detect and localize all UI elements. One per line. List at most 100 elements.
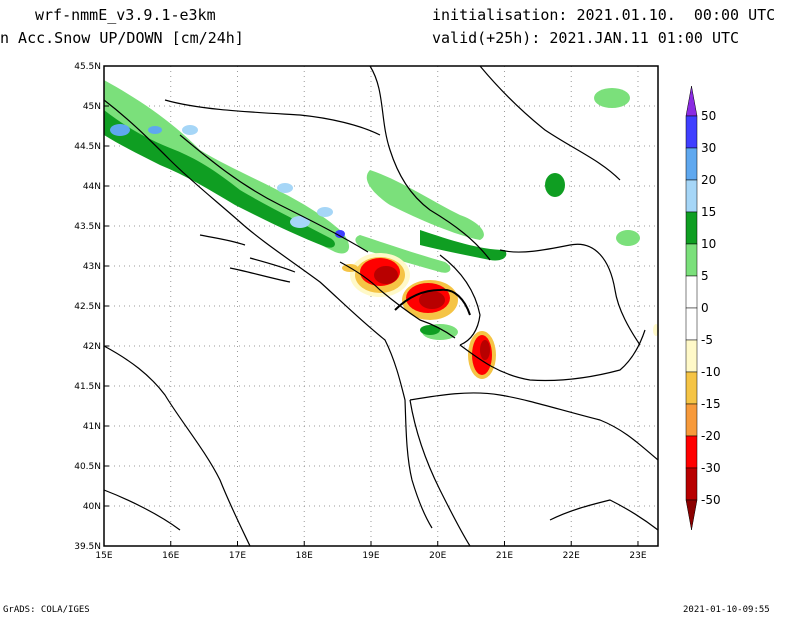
lat-tick-label: 45.5N [74, 62, 101, 72]
lon-tick-label: 15E [95, 551, 112, 561]
lat-tick-label: 45N [83, 102, 101, 112]
lat-tick-label: 43.5N [74, 222, 101, 232]
colorbar-label: -10 [701, 365, 721, 379]
colorbar-top-arrow [685, 85, 698, 117]
albania-greece-coast [409, 399, 471, 547]
colorbar-label: -15 [701, 397, 721, 411]
snow-cell-3 [182, 125, 198, 135]
variable-title: n Acc.Snow UP/DOWN [cm/24h] [0, 29, 244, 47]
croatia-bosnia-border [164, 99, 381, 136]
snow-patch-albania-core [420, 325, 440, 335]
lat-tick-label: 44N [83, 182, 101, 192]
lat-tick-label: 44.5N [74, 142, 101, 152]
colorbar-segment [685, 275, 698, 309]
colorbar-label: -50 [701, 493, 721, 507]
colorbar-segment [685, 147, 698, 181]
lat-tick-label: 41.5N [74, 382, 101, 392]
italy-coastline [103, 345, 251, 547]
lat-tick-label: 40N [83, 502, 101, 512]
greece-border [409, 392, 659, 461]
serbia-border-1 [369, 65, 491, 261]
lat-tick-label: 41N [83, 422, 101, 432]
bosnia-interior-border [179, 134, 369, 253]
colorbar-segment [685, 307, 698, 341]
snow-patch-east [545, 173, 565, 197]
colorbar-segment [685, 115, 698, 149]
snow-accumulation-field [104, 80, 640, 340]
snow-melt-field [342, 253, 659, 379]
lon-tick-label: 19E [362, 551, 379, 561]
lat-tick-label: 40.5N [74, 462, 101, 472]
colorbar-bottom-arrow [685, 499, 698, 531]
snow-patch-northeast [594, 88, 630, 108]
axis-ticks: 45.5N 45N 44.5N 44N 43.5N 43N 42.5N 42N 41.5N 41N… [74, 62, 647, 561]
dalmatian-island-2 [229, 267, 291, 283]
snow-cell-1 [110, 124, 130, 136]
lon-tick-label: 23E [629, 551, 646, 561]
snow-cell-5 [290, 216, 310, 228]
colorbar-segment [685, 211, 698, 245]
model-title: wrf-nmmE_v3.9.1-e3km [35, 6, 216, 24]
dalmatian-island-3 [249, 257, 296, 273]
map-background [104, 66, 658, 546]
snow-patch-bulgaria [616, 230, 640, 246]
peloponnese-coast [549, 499, 659, 531]
colorbar-segment [685, 339, 698, 373]
colorbar-segment [685, 243, 698, 277]
snow-band-croatia [104, 80, 350, 254]
map-content [103, 65, 659, 547]
snow-band-serbia [366, 170, 484, 240]
snow-cell-7 [335, 230, 345, 238]
colorbar-label: 30 [701, 141, 716, 155]
heel-of-italy [103, 489, 181, 531]
lat-tick-label: 43N [83, 262, 101, 272]
lon-tick-label: 18E [296, 551, 313, 561]
lon-tick-label: 22E [563, 551, 580, 561]
snow-cell-4 [277, 183, 293, 193]
macedonia-border [459, 329, 646, 382]
colorbar-segment [685, 371, 698, 405]
grads-credit: GrADS: COLA/IGES [3, 605, 90, 615]
snow-cell-6 [317, 207, 333, 217]
lon-tick-label: 16E [162, 551, 179, 561]
kosovo-border [439, 254, 481, 346]
colorbar-segment [685, 435, 698, 469]
lon-tick-label: 21E [496, 551, 513, 561]
lat-tick-label: 42.5N [74, 302, 101, 312]
snow-band-montenegro [355, 235, 451, 273]
lat-tick-label: 42N [83, 342, 101, 352]
colorbar-label: 0 [701, 301, 709, 315]
dalmatian-island-1 [199, 234, 246, 246]
render-timestamp: 2021-01-10-09:55 [683, 605, 770, 615]
colorbar-label: 10 [701, 237, 716, 251]
snow-band-croatia-core [104, 110, 335, 248]
melt-zone-1-dark [374, 266, 398, 284]
snow-cell-2 [148, 126, 162, 134]
colorbar-label: 15 [701, 205, 716, 219]
colorbar-segment [685, 403, 698, 437]
colorbar-label: -30 [701, 461, 721, 475]
romania-border [479, 65, 621, 181]
melt-zone-2-dark [419, 291, 445, 309]
lat-tick-label: 39.5N [74, 542, 101, 552]
init-time: initialisation: 2021.01.10. 00:00 UTC [432, 6, 776, 24]
montenegro-border [339, 261, 456, 339]
colorbar-segment [685, 179, 698, 213]
colorbar-segment [685, 467, 698, 501]
valid-time: valid(+25h): 2021.JAN.11 01:00 UTC [432, 29, 740, 47]
colorbar-label: -5 [701, 333, 713, 347]
melt-zone-3-dark [480, 340, 490, 360]
colorbar-label: 20 [701, 173, 716, 187]
lon-tick-label: 17E [229, 551, 246, 561]
lon-tick-label: 20E [429, 551, 446, 561]
emphasized-border [394, 288, 471, 316]
coastlines-and-borders [103, 65, 659, 547]
albania-north-border [394, 288, 471, 316]
adriatic-coastline-east [103, 99, 433, 529]
colorbar-label: 50 [701, 109, 716, 123]
colorbar-label: -20 [701, 429, 721, 443]
colorbar-label: 5 [701, 269, 709, 283]
bulgaria-border [499, 243, 641, 346]
